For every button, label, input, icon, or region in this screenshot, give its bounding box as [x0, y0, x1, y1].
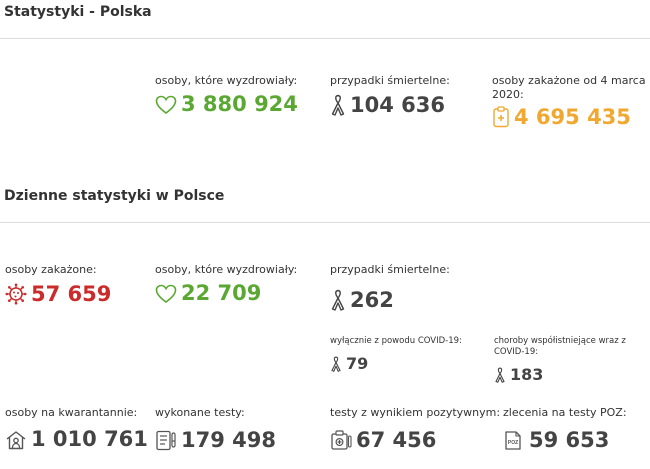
ribbon-icon: [330, 356, 342, 372]
ribbon-icon: [330, 94, 346, 116]
quarantine-label: osoby na kwarantannie:: [5, 406, 138, 419]
section-divider: [0, 38, 650, 39]
ribbon-icon: [330, 289, 346, 311]
daily-infected-label: osoby zakażone:: [5, 263, 97, 276]
daily-recovered-stat: osoby, które wyzdrowiały: 22 709: [155, 263, 297, 304]
total-deaths-stat: przypadki śmiertelne: 104 636: [330, 74, 450, 116]
poz-orders-label: zlecenia na testy POZ:: [503, 406, 627, 419]
positive-test-icon: [330, 429, 352, 451]
deaths-covid-only-value: 79: [346, 354, 369, 373]
total-recovered-stat: osoby, które wyzdrowiały: 3 880 924: [155, 74, 298, 115]
daily-deaths-stat: przypadki śmiertelne: 262: [330, 263, 450, 311]
deaths-covid-only-stat: wyłącznie z powodu COVID-19: 79: [330, 336, 462, 372]
heart-icon: [155, 284, 177, 304]
deaths-comorbid-stat: choroby współistniejące wraz z COVID-19:…: [494, 336, 646, 383]
positive-tests-label: testy z wynikiem pozytywnym:: [330, 406, 501, 419]
positive-tests-value: 67 456: [356, 427, 437, 452]
poz-orders-stat: zlecenia na testy POZ: POZ 59 653: [503, 406, 627, 451]
total-recovered-value: 3 880 924: [181, 92, 298, 116]
tests-label: wykonane testy:: [155, 406, 245, 419]
total-deaths-value: 104 636: [350, 92, 445, 117]
tests-stat: wykonane testy: 179 498: [155, 406, 276, 451]
daily-deaths-label: przypadki śmiertelne:: [330, 263, 450, 276]
test-list-icon: [155, 429, 177, 451]
daily-infected-value: 57 659: [31, 281, 112, 306]
section-divider: [0, 222, 650, 223]
house-person-icon: [5, 430, 27, 450]
total-infected-label: osoby zakażone od 4 marca 2020:: [492, 74, 646, 101]
page-title: Statystyki - Polska: [4, 4, 152, 20]
total-deaths-label: przypadki śmiertelne:: [330, 74, 450, 87]
heart-icon: [155, 95, 177, 115]
daily-recovered-value: 22 709: [181, 281, 262, 305]
total-infected-stat: osoby zakażone od 4 marca 2020: 4 695 43…: [492, 74, 647, 128]
quarantine-stat: osoby na kwarantannie: 1 010 761: [5, 406, 148, 450]
positive-tests-stat: testy z wynikiem pozytywnym: 67 456: [330, 406, 500, 451]
deaths-comorbid-value: 183: [510, 365, 544, 384]
tests-value: 179 498: [181, 427, 276, 452]
deaths-comorbid-label: choroby współistniejące wraz z COVID-19:: [494, 336, 626, 357]
ribbon-icon: [494, 367, 506, 383]
poz-order-icon: POZ: [503, 429, 525, 451]
medical-clipboard-icon: [492, 106, 510, 128]
total-infected-value: 4 695 435: [514, 104, 631, 129]
poz-icon-text: POZ: [508, 440, 518, 446]
virus-icon: [5, 283, 27, 305]
deaths-covid-only-label: wyłącznie z powodu COVID-19:: [330, 336, 462, 346]
daily-infected-stat: osoby zakażone: 57 659: [5, 263, 111, 305]
quarantine-value: 1 010 761: [31, 427, 148, 451]
daily-stats-title: Dzienne statystyki w Polsce: [4, 188, 225, 204]
daily-deaths-value: 262: [350, 287, 394, 312]
daily-recovered-label: osoby, które wyzdrowiały:: [155, 263, 298, 276]
poz-orders-value: 59 653: [529, 427, 610, 452]
total-recovered-label: osoby, które wyzdrowiały:: [155, 74, 298, 87]
